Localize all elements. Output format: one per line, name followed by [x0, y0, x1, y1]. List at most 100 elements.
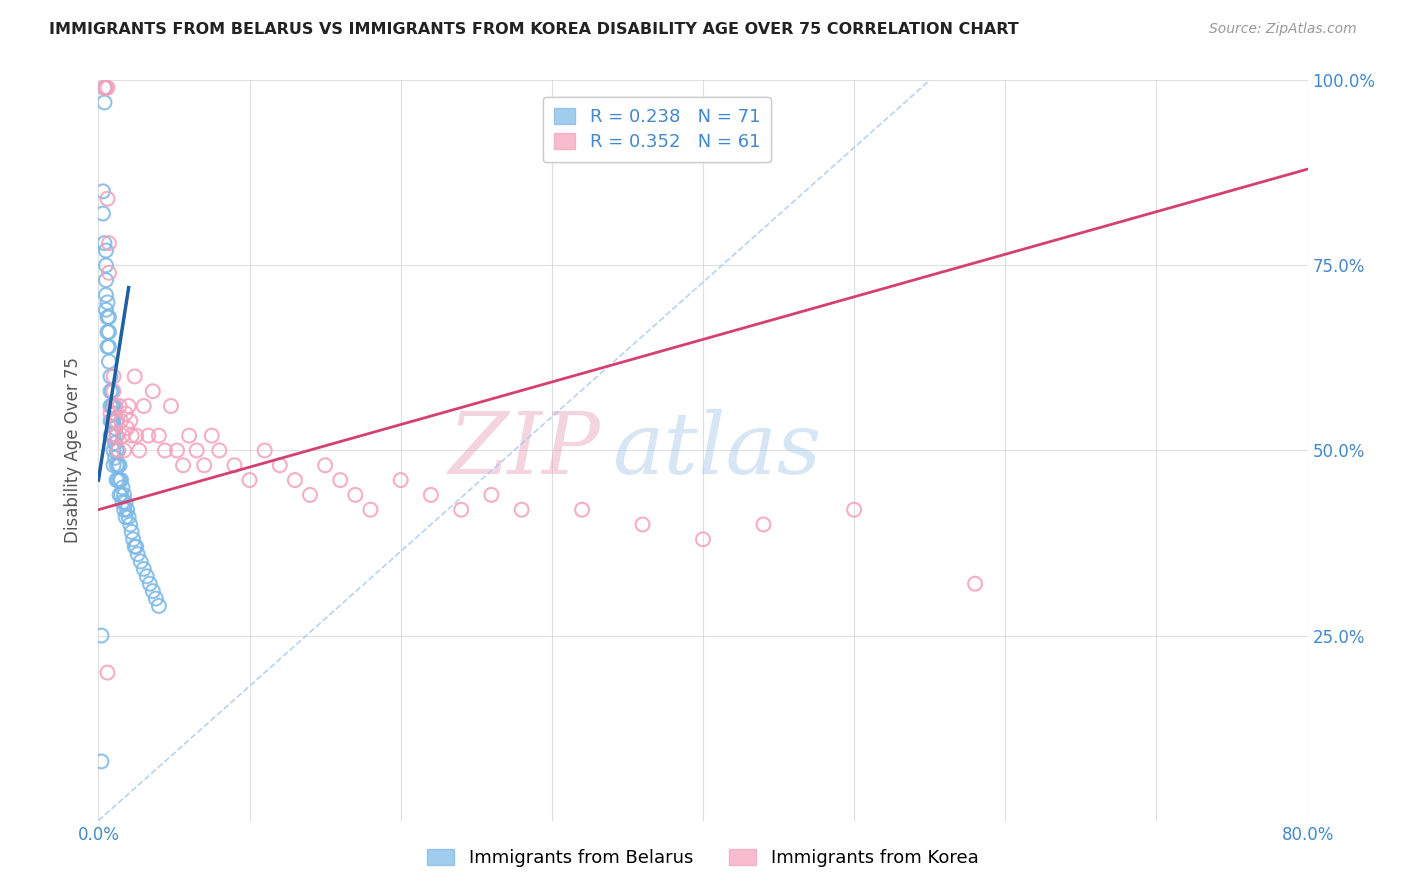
Point — [120, 517, 142, 532]
Point — [142, 384, 165, 399]
Point — [128, 443, 150, 458]
Point — [103, 414, 125, 428]
Point — [103, 384, 125, 399]
Point — [127, 547, 149, 561]
Point — [329, 473, 352, 487]
Point — [103, 443, 125, 458]
Point — [112, 502, 135, 516]
Point — [110, 414, 132, 428]
Point — [94, 273, 117, 287]
Point — [110, 488, 132, 502]
Text: IMMIGRANTS FROM BELARUS VS IMMIGRANTS FROM KOREA DISABILITY AGE OVER 75 CORRELAT: IMMIGRANTS FROM BELARUS VS IMMIGRANTS FR… — [49, 22, 1019, 37]
Point — [135, 569, 157, 583]
Point — [166, 443, 188, 458]
Point — [107, 458, 129, 473]
Point — [105, 428, 128, 442]
Point — [172, 458, 194, 473]
Point — [389, 473, 412, 487]
Point — [269, 458, 291, 473]
Point — [94, 244, 117, 258]
Point — [111, 428, 134, 442]
Point — [148, 428, 170, 442]
Point — [571, 502, 593, 516]
Point — [98, 354, 121, 368]
Point — [96, 80, 118, 95]
Point — [692, 533, 714, 547]
Point — [101, 428, 124, 442]
Point — [314, 458, 336, 473]
Point — [100, 369, 122, 384]
Point — [101, 428, 124, 442]
Point — [108, 399, 131, 413]
Point — [124, 369, 146, 384]
Point — [104, 399, 127, 413]
Point — [100, 399, 122, 413]
Point — [96, 310, 118, 325]
Text: atlas: atlas — [613, 409, 821, 491]
Point — [90, 628, 112, 642]
Point — [112, 443, 135, 458]
Point — [145, 591, 167, 606]
Point — [136, 428, 159, 442]
Point — [105, 443, 128, 458]
Point — [208, 443, 231, 458]
Point — [104, 421, 127, 435]
Point — [111, 480, 134, 494]
Point — [91, 184, 114, 198]
Point — [103, 458, 125, 473]
Point — [224, 458, 246, 473]
Point — [104, 407, 127, 421]
Point — [100, 428, 122, 442]
Point — [193, 458, 215, 473]
Point — [93, 95, 115, 110]
Legend: R = 0.238   N = 71, R = 0.352   N = 61: R = 0.238 N = 71, R = 0.352 N = 61 — [543, 96, 770, 162]
Point — [105, 473, 128, 487]
Point — [481, 488, 503, 502]
Point — [100, 414, 122, 428]
Point — [124, 540, 146, 554]
Point — [360, 502, 382, 516]
Point — [90, 755, 112, 769]
Point — [96, 665, 118, 680]
Point — [111, 495, 134, 509]
Point — [103, 428, 125, 442]
Point — [186, 443, 208, 458]
Point — [94, 259, 117, 273]
Point — [98, 340, 121, 354]
Point — [114, 510, 136, 524]
Point — [139, 576, 162, 591]
Point — [98, 236, 121, 251]
Point — [253, 443, 276, 458]
Point — [114, 407, 136, 421]
Point — [239, 473, 262, 487]
Point — [101, 414, 124, 428]
Point — [160, 399, 183, 413]
Point — [420, 488, 443, 502]
Point — [98, 266, 121, 280]
Point — [122, 533, 145, 547]
Y-axis label: Disability Age Over 75: Disability Age Over 75 — [65, 358, 83, 543]
Point — [108, 458, 131, 473]
Point — [142, 584, 165, 599]
Point — [115, 421, 138, 435]
Point — [112, 488, 135, 502]
Point — [125, 540, 148, 554]
Point — [132, 399, 155, 413]
Point — [344, 488, 367, 502]
Text: ZIP: ZIP — [449, 409, 600, 491]
Point — [125, 428, 148, 442]
Point — [631, 517, 654, 532]
Point — [98, 310, 121, 325]
Point — [107, 443, 129, 458]
Point — [108, 473, 131, 487]
Point — [965, 576, 987, 591]
Point — [91, 206, 114, 220]
Point — [94, 80, 117, 95]
Point — [153, 443, 176, 458]
Point — [104, 450, 127, 465]
Point — [96, 325, 118, 339]
Point — [201, 428, 224, 442]
Point — [114, 495, 136, 509]
Point — [110, 473, 132, 487]
Point — [96, 340, 118, 354]
